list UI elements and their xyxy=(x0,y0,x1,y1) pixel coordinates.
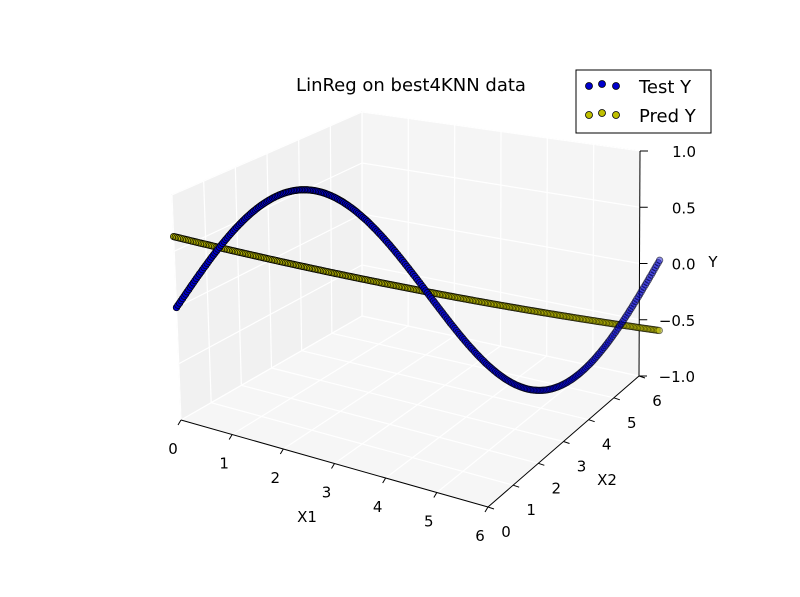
legend-marker-dot xyxy=(612,111,620,119)
legend-marker-dot xyxy=(585,82,593,90)
y-axis-label: Y xyxy=(707,253,718,271)
y-tick-label: 0.5 xyxy=(672,199,696,217)
grid-line-z-right xyxy=(361,264,640,321)
y-tick-label: −0.5 xyxy=(659,312,695,330)
legend-marker-pred-y xyxy=(585,109,620,119)
grid-line-z-left xyxy=(178,264,363,365)
x1-tick-mark xyxy=(382,477,387,484)
legend: Test Y Pred Y xyxy=(575,69,712,134)
x1-tick-label: 6 xyxy=(475,527,485,545)
legend-label-pred-y: Pred Y xyxy=(639,106,697,127)
legend-marker-dot xyxy=(598,109,606,117)
grid-line-z-right xyxy=(361,213,640,265)
test-y-points xyxy=(172,186,664,395)
x1-tick-label: 5 xyxy=(424,513,434,531)
grid-line-z-right xyxy=(361,162,640,208)
x1-tick-mark xyxy=(484,506,489,513)
x1-axis-label: X1 xyxy=(297,508,317,526)
x2-tick-label: 0 xyxy=(501,523,511,541)
grid-line-z-left xyxy=(180,315,363,421)
y-tick-label: 0.0 xyxy=(672,256,696,274)
x1-tick-mark xyxy=(279,448,284,455)
x2-tick-label: 4 xyxy=(602,436,612,454)
legend-marker-test-y xyxy=(585,80,620,90)
grid-line-z-right xyxy=(361,111,641,152)
x2-tick-label: 5 xyxy=(627,414,637,432)
legend-label-test-y: Test Y xyxy=(638,77,692,98)
x2-tick-mark xyxy=(588,419,595,423)
legend-marker-dot xyxy=(612,82,620,90)
grid-line-z-left xyxy=(173,162,363,252)
x1-tick-label: 2 xyxy=(271,469,281,487)
x2-axis-label: X2 xyxy=(597,471,617,489)
test-y-point xyxy=(655,256,664,264)
x2-tick-mark xyxy=(538,462,545,466)
grid-line-z-left xyxy=(171,111,363,196)
legend-marker-dot xyxy=(598,80,606,88)
x2-tick-label: 3 xyxy=(577,458,587,476)
x1-tick-label: 3 xyxy=(322,484,332,502)
x1-tick-mark xyxy=(177,419,182,426)
x1-tick-label: 0 xyxy=(168,440,178,458)
legend-marker-dot xyxy=(585,111,593,119)
x2-tick-label: 2 xyxy=(552,479,562,497)
x1-tick-label: 1 xyxy=(219,455,229,473)
x1-tick-mark xyxy=(228,434,233,440)
grid-line-x2-floor xyxy=(331,332,614,399)
x2-tick-label: 6 xyxy=(652,392,662,410)
x2-tick-label: 1 xyxy=(526,501,536,519)
x2-tick-mark xyxy=(613,397,620,401)
x1-tick-mark xyxy=(331,463,335,469)
legend-box xyxy=(575,69,712,134)
x2-tick-mark xyxy=(563,441,570,444)
y-tick-label: −1.0 xyxy=(659,368,695,386)
x2-tick-mark xyxy=(513,484,520,488)
pred-y-point xyxy=(655,326,663,335)
x1-tick-label: 4 xyxy=(373,498,383,516)
pred-y-points xyxy=(170,232,663,335)
y-tick-label: 1.0 xyxy=(672,143,696,161)
chart-title: LinReg on best4KNN data xyxy=(296,75,526,96)
x2-tick-mark xyxy=(487,506,495,510)
x1-tick-mark xyxy=(433,492,438,498)
